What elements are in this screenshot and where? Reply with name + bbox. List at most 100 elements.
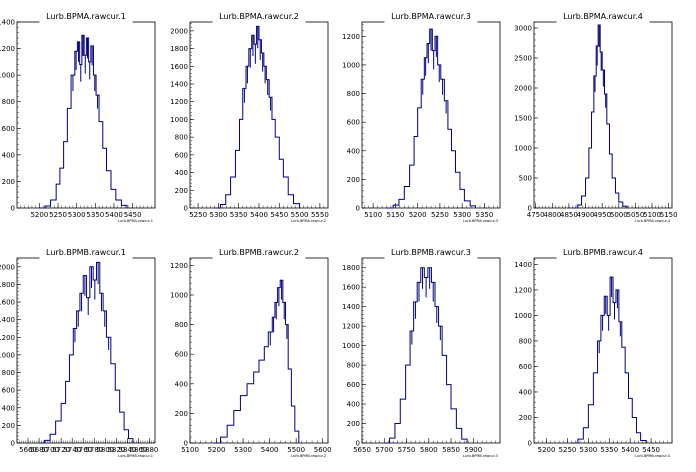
y-tick-label: 1400 — [0, 316, 15, 324]
y-tick-label: 1000 — [342, 342, 360, 350]
x-tick-label: 5300 — [209, 211, 227, 219]
histogram-panel: Lurb.BPMB.rawcur.1 0 200 400 600 800 1000 1200 1… — [0, 243, 159, 458]
x-tick-label: 5100 — [643, 211, 661, 219]
y-tick-label: 0 — [528, 205, 532, 213]
y-tick-label: 1000 — [170, 292, 188, 300]
y-tick-label: 800 — [175, 134, 188, 142]
y-tick-label: 0 — [528, 440, 532, 448]
x-tick-label: 5400 — [105, 211, 123, 219]
chart-title: Lurb.BPMB.rawcur.2 — [219, 248, 299, 257]
y-tick-label: 2000 — [170, 27, 188, 35]
y-tick-label: 800 — [347, 362, 360, 370]
x-tick-label: 5250 — [189, 211, 207, 219]
x-tick-label: 5200 — [208, 446, 226, 454]
x-tick-label: 4950 — [593, 211, 611, 219]
chart-title: Lurb.BPMA.rawcur.1 — [46, 12, 126, 21]
y-tick-label: 0 — [356, 205, 360, 213]
y-tick-label: 1000 — [514, 145, 532, 153]
x-tick-label: 5880 — [141, 446, 159, 454]
chart-title: Lurb.BPMA.rawcur.4 — [563, 12, 643, 21]
x-tick-label: 5150 — [386, 211, 404, 219]
x-axis-label: Lurb.BPMB.rawcur.2 — [291, 454, 326, 458]
x-tick-label: 5780 — [85, 446, 103, 454]
title-box — [384, 243, 478, 261]
histogram-series — [384, 267, 468, 444]
plot-frame — [16, 257, 156, 444]
x-tick-label: 5200 — [409, 211, 427, 219]
histogram-series — [39, 34, 128, 209]
x-tick-label: 5800 — [96, 446, 114, 454]
y-tick-label: 1800 — [170, 45, 188, 53]
x-tick-label: 5000 — [610, 211, 628, 219]
y-tick-label: 200 — [175, 187, 188, 195]
x-tick-label: 5450 — [124, 211, 142, 219]
y-tick-label: 0 — [356, 440, 360, 448]
title-box — [39, 243, 133, 261]
y-tick-label: 200 — [347, 420, 360, 428]
histogram-series — [386, 28, 477, 209]
y-tick-label: 1800 — [0, 281, 15, 289]
y-tick-label: 3000 — [514, 25, 532, 33]
x-tick-label: 4850 — [560, 211, 578, 219]
y-tick-label: 800 — [175, 321, 188, 329]
x-tick-label: 5500 — [287, 446, 305, 454]
y-tick-label: 1000 — [514, 312, 532, 320]
title-box — [384, 7, 478, 25]
chart-title: Lurb.BPMB.rawcur.4 — [563, 248, 643, 257]
x-axis-label: Lurb.BPMB.rawcur.1 — [118, 454, 153, 458]
y-tick-label: 1200 — [0, 45, 15, 53]
x-tick-label: 5450 — [270, 211, 288, 219]
title-box — [212, 7, 306, 25]
y-tick-label: 400 — [2, 404, 15, 412]
y-tick-label: 1800 — [342, 264, 360, 272]
y-tick-label: 1000 — [0, 72, 15, 80]
x-tick-label: 5400 — [250, 211, 268, 219]
histogram-panel: Lurb.BPMA.rawcur.3 0 200 400 600 800 1000 1200 5… — [342, 7, 501, 223]
x-tick-label: 5350 — [600, 446, 618, 454]
x-tick-label: 5650 — [353, 446, 371, 454]
y-tick-label: 0 — [11, 205, 15, 213]
x-tick-label: 5850 — [442, 446, 460, 454]
y-tick-label: 1200 — [170, 262, 188, 270]
x-tick-label: 5550 — [311, 211, 329, 219]
y-tick-label: 600 — [175, 151, 188, 159]
histogram-series — [39, 261, 134, 444]
y-tick-label: 400 — [347, 147, 360, 155]
y-tick-label: 500 — [519, 175, 532, 183]
y-tick-label: 2000 — [0, 263, 15, 271]
x-tick-label: 5100 — [364, 211, 382, 219]
y-tick-label: 800 — [2, 369, 15, 377]
y-tick-label: 400 — [175, 380, 188, 388]
y-tick-label: 1400 — [514, 261, 532, 269]
x-tick-label: 5660 — [19, 446, 37, 454]
y-tick-label: 800 — [2, 98, 15, 106]
histogram-series — [571, 276, 647, 444]
x-tick-label: 5400 — [621, 446, 639, 454]
x-tick-label: 5760 — [74, 446, 92, 454]
x-tick-label: 5400 — [261, 446, 279, 454]
y-tick-label: 400 — [2, 151, 15, 159]
y-tick-label: 600 — [347, 381, 360, 389]
x-tick-label: 5720 — [52, 446, 70, 454]
x-tick-label: 5750 — [398, 446, 416, 454]
y-tick-label: 1200 — [0, 334, 15, 342]
x-tick-label: 5700 — [41, 446, 59, 454]
y-tick-label: 800 — [519, 337, 532, 345]
title-box — [556, 243, 650, 261]
histogram-panel: Lurb.BPMB.rawcur.2 0 200 400 600 800 1000 1200 5… — [170, 243, 332, 458]
x-tick-label: 5350 — [86, 211, 104, 219]
x-tick-label: 5250 — [431, 211, 449, 219]
x-tick-label: 5350 — [476, 211, 494, 219]
x-tick-label: 5250 — [559, 446, 577, 454]
x-tick-label: 5900 — [464, 446, 482, 454]
x-tick-label: 5600 — [314, 446, 332, 454]
y-tick-label: 600 — [2, 387, 15, 395]
plot-frame — [189, 21, 329, 209]
histogram-series — [213, 279, 300, 444]
plot-frame — [189, 257, 329, 444]
y-tick-label: 0 — [184, 440, 188, 448]
y-tick-label: 600 — [175, 351, 188, 359]
title-box — [212, 243, 306, 261]
plot-frame — [533, 21, 673, 209]
